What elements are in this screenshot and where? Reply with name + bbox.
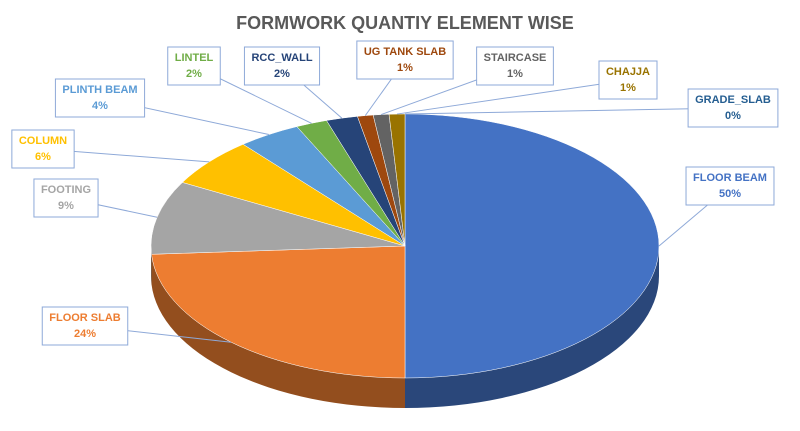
value-label: 1% — [397, 62, 413, 74]
slice-side — [151, 254, 405, 408]
value-label: 24% — [74, 328, 96, 340]
label-box — [167, 46, 221, 86]
slice-side — [405, 246, 659, 408]
slice-sides — [151, 246, 659, 408]
slice — [388, 113, 406, 247]
value-label: 1% — [620, 82, 636, 94]
category-label: STAIRCASE — [484, 52, 547, 64]
category-label: COLUMN — [19, 135, 67, 147]
value-label: 2% — [274, 68, 290, 80]
value-label: 1% — [507, 68, 523, 80]
category-label: UG TANK SLAB — [364, 46, 446, 58]
value-label: 9% — [58, 200, 74, 212]
slice — [150, 182, 406, 255]
value-label: 4% — [92, 100, 108, 112]
leader-line — [404, 107, 734, 115]
label-box — [243, 46, 321, 86]
value-label: 50% — [719, 188, 741, 200]
value-label: 6% — [35, 151, 51, 163]
label-box — [356, 40, 454, 80]
leader-line — [396, 79, 629, 115]
label-box — [11, 129, 75, 169]
label-box — [598, 60, 658, 100]
data-labels: FLOOR BEAM 50% FLOOR SLAB 24% FOOTING 9% COLUM… — [11, 40, 779, 346]
value-label: 0% — [725, 110, 741, 122]
category-label: PLINTH BEAM — [62, 84, 137, 96]
category-label: FLOOR BEAM — [693, 172, 767, 184]
chart-title: FORMWORK QUANTIY ELEMENT WISE — [236, 13, 574, 33]
label-box — [687, 88, 779, 128]
label-box — [41, 306, 129, 346]
value-label: 2% — [186, 68, 202, 80]
slice — [404, 113, 660, 379]
slice — [151, 245, 406, 379]
label-box — [33, 178, 99, 218]
slice-side — [151, 246, 152, 285]
slice-tops — [150, 113, 660, 379]
label-box — [685, 166, 775, 206]
category-label: GRADE_SLAB — [695, 94, 771, 106]
category-label: CHAJJA — [606, 66, 650, 78]
category-label: RCC_WALL — [251, 52, 312, 64]
category-label: FLOOR SLAB — [49, 312, 121, 324]
label-box — [54, 78, 146, 118]
label-box — [476, 46, 554, 86]
category-label: FOOTING — [41, 184, 91, 196]
category-label: LINTEL — [175, 52, 214, 64]
